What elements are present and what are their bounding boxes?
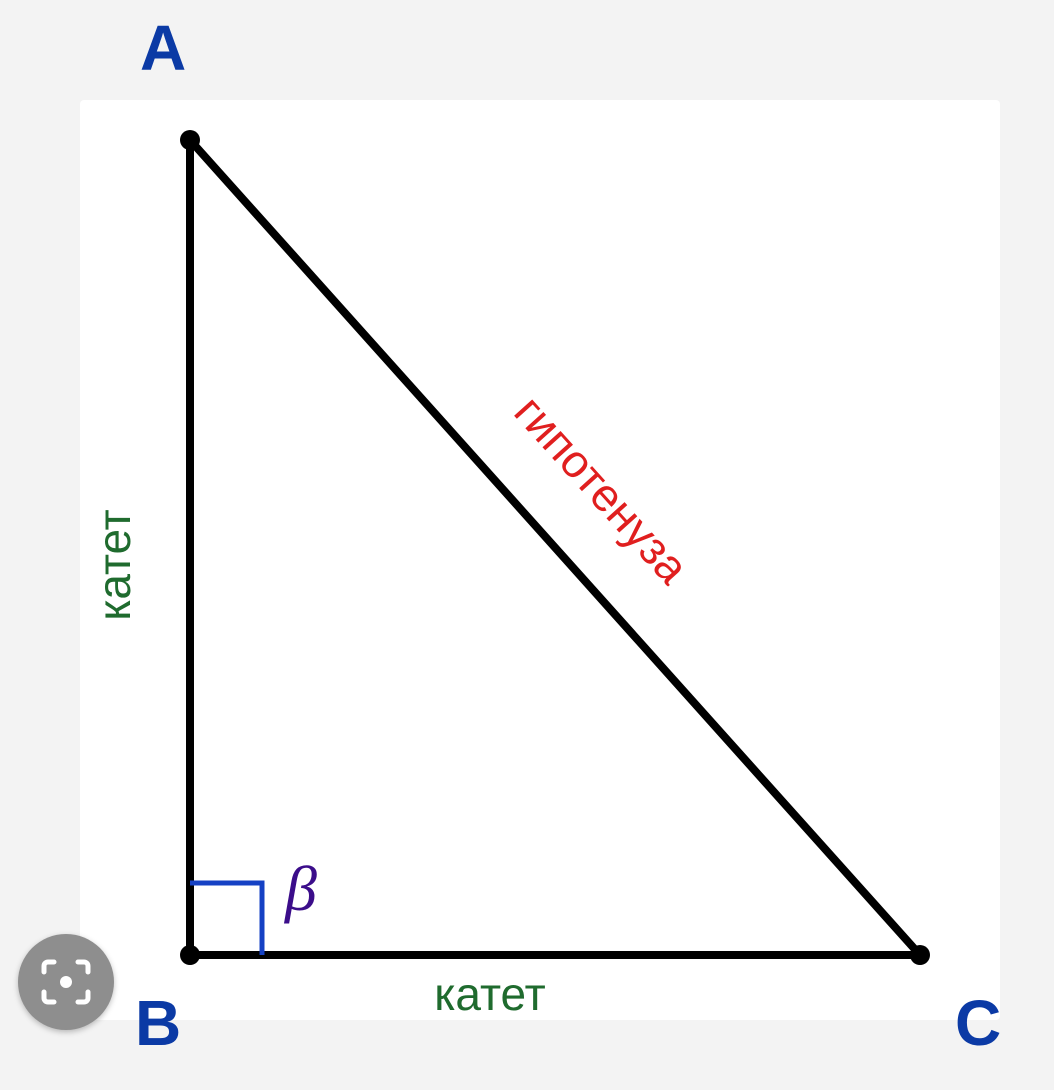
vertex-b-label: B	[135, 987, 181, 1059]
vertex-a-label: A	[140, 12, 186, 84]
leg-bottom-label: катет	[434, 968, 545, 1020]
vertex-a-dot	[180, 130, 200, 150]
triangle-diagram-svg: A B C катет катет гипотенуза β	[0, 0, 1054, 1090]
leg-left-label: катет	[88, 509, 140, 620]
diagram-stage: A B C катет катет гипотенуза β	[0, 0, 1054, 1090]
vertex-b-dot	[180, 945, 200, 965]
vertex-c-dot	[910, 945, 930, 965]
visual-search-button[interactable]	[18, 934, 114, 1030]
visual-search-icon	[40, 956, 92, 1008]
beta-angle-label: β	[283, 853, 317, 924]
vertex-c-label: C	[955, 987, 1001, 1059]
